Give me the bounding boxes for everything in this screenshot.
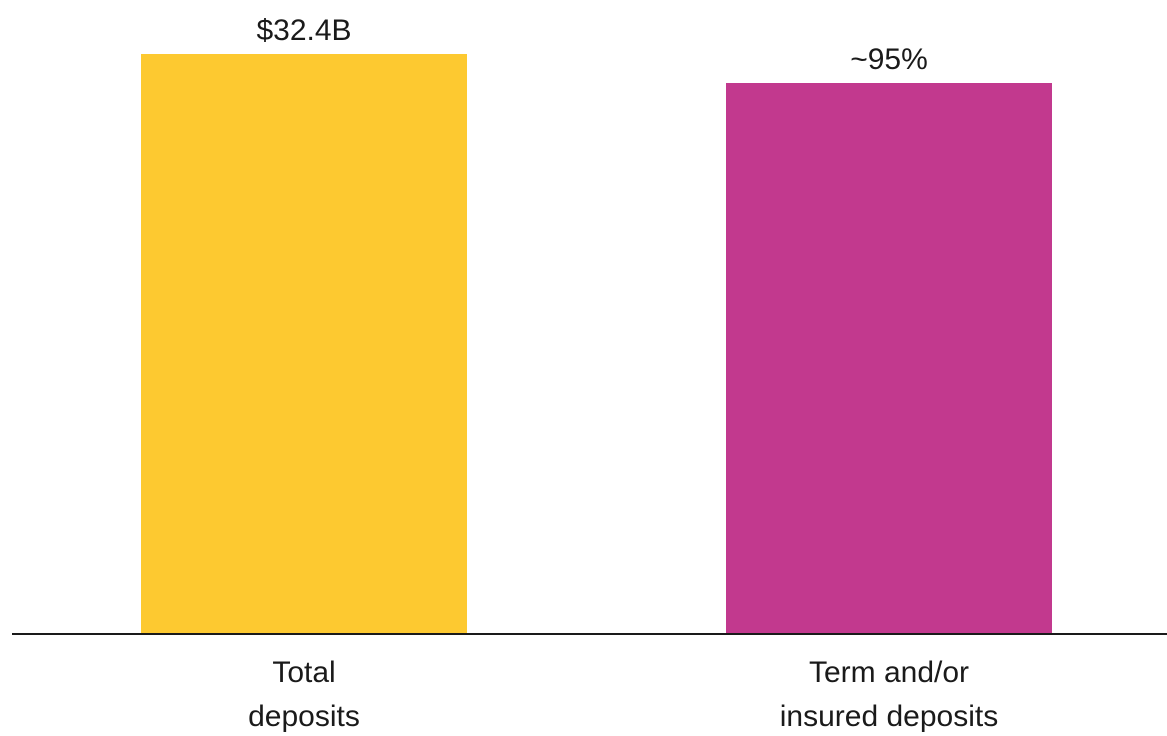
bar-1 xyxy=(141,54,467,634)
category-label-1-line-1: Total xyxy=(272,656,335,689)
category-label-2-line-1: Term and/or xyxy=(809,656,969,689)
bar-value-label-2: ~95% xyxy=(850,43,928,76)
category-label-2-line-2: insured deposits xyxy=(780,700,998,733)
bar-2 xyxy=(726,83,1052,634)
category-label-1-line-2: deposits xyxy=(248,700,360,733)
bar-value-label-1: $32.4B xyxy=(256,14,351,47)
labels-layer: $32.4B Total deposits ~95% Term and/or insure… xyxy=(248,14,998,733)
bars-layer xyxy=(141,54,1052,634)
